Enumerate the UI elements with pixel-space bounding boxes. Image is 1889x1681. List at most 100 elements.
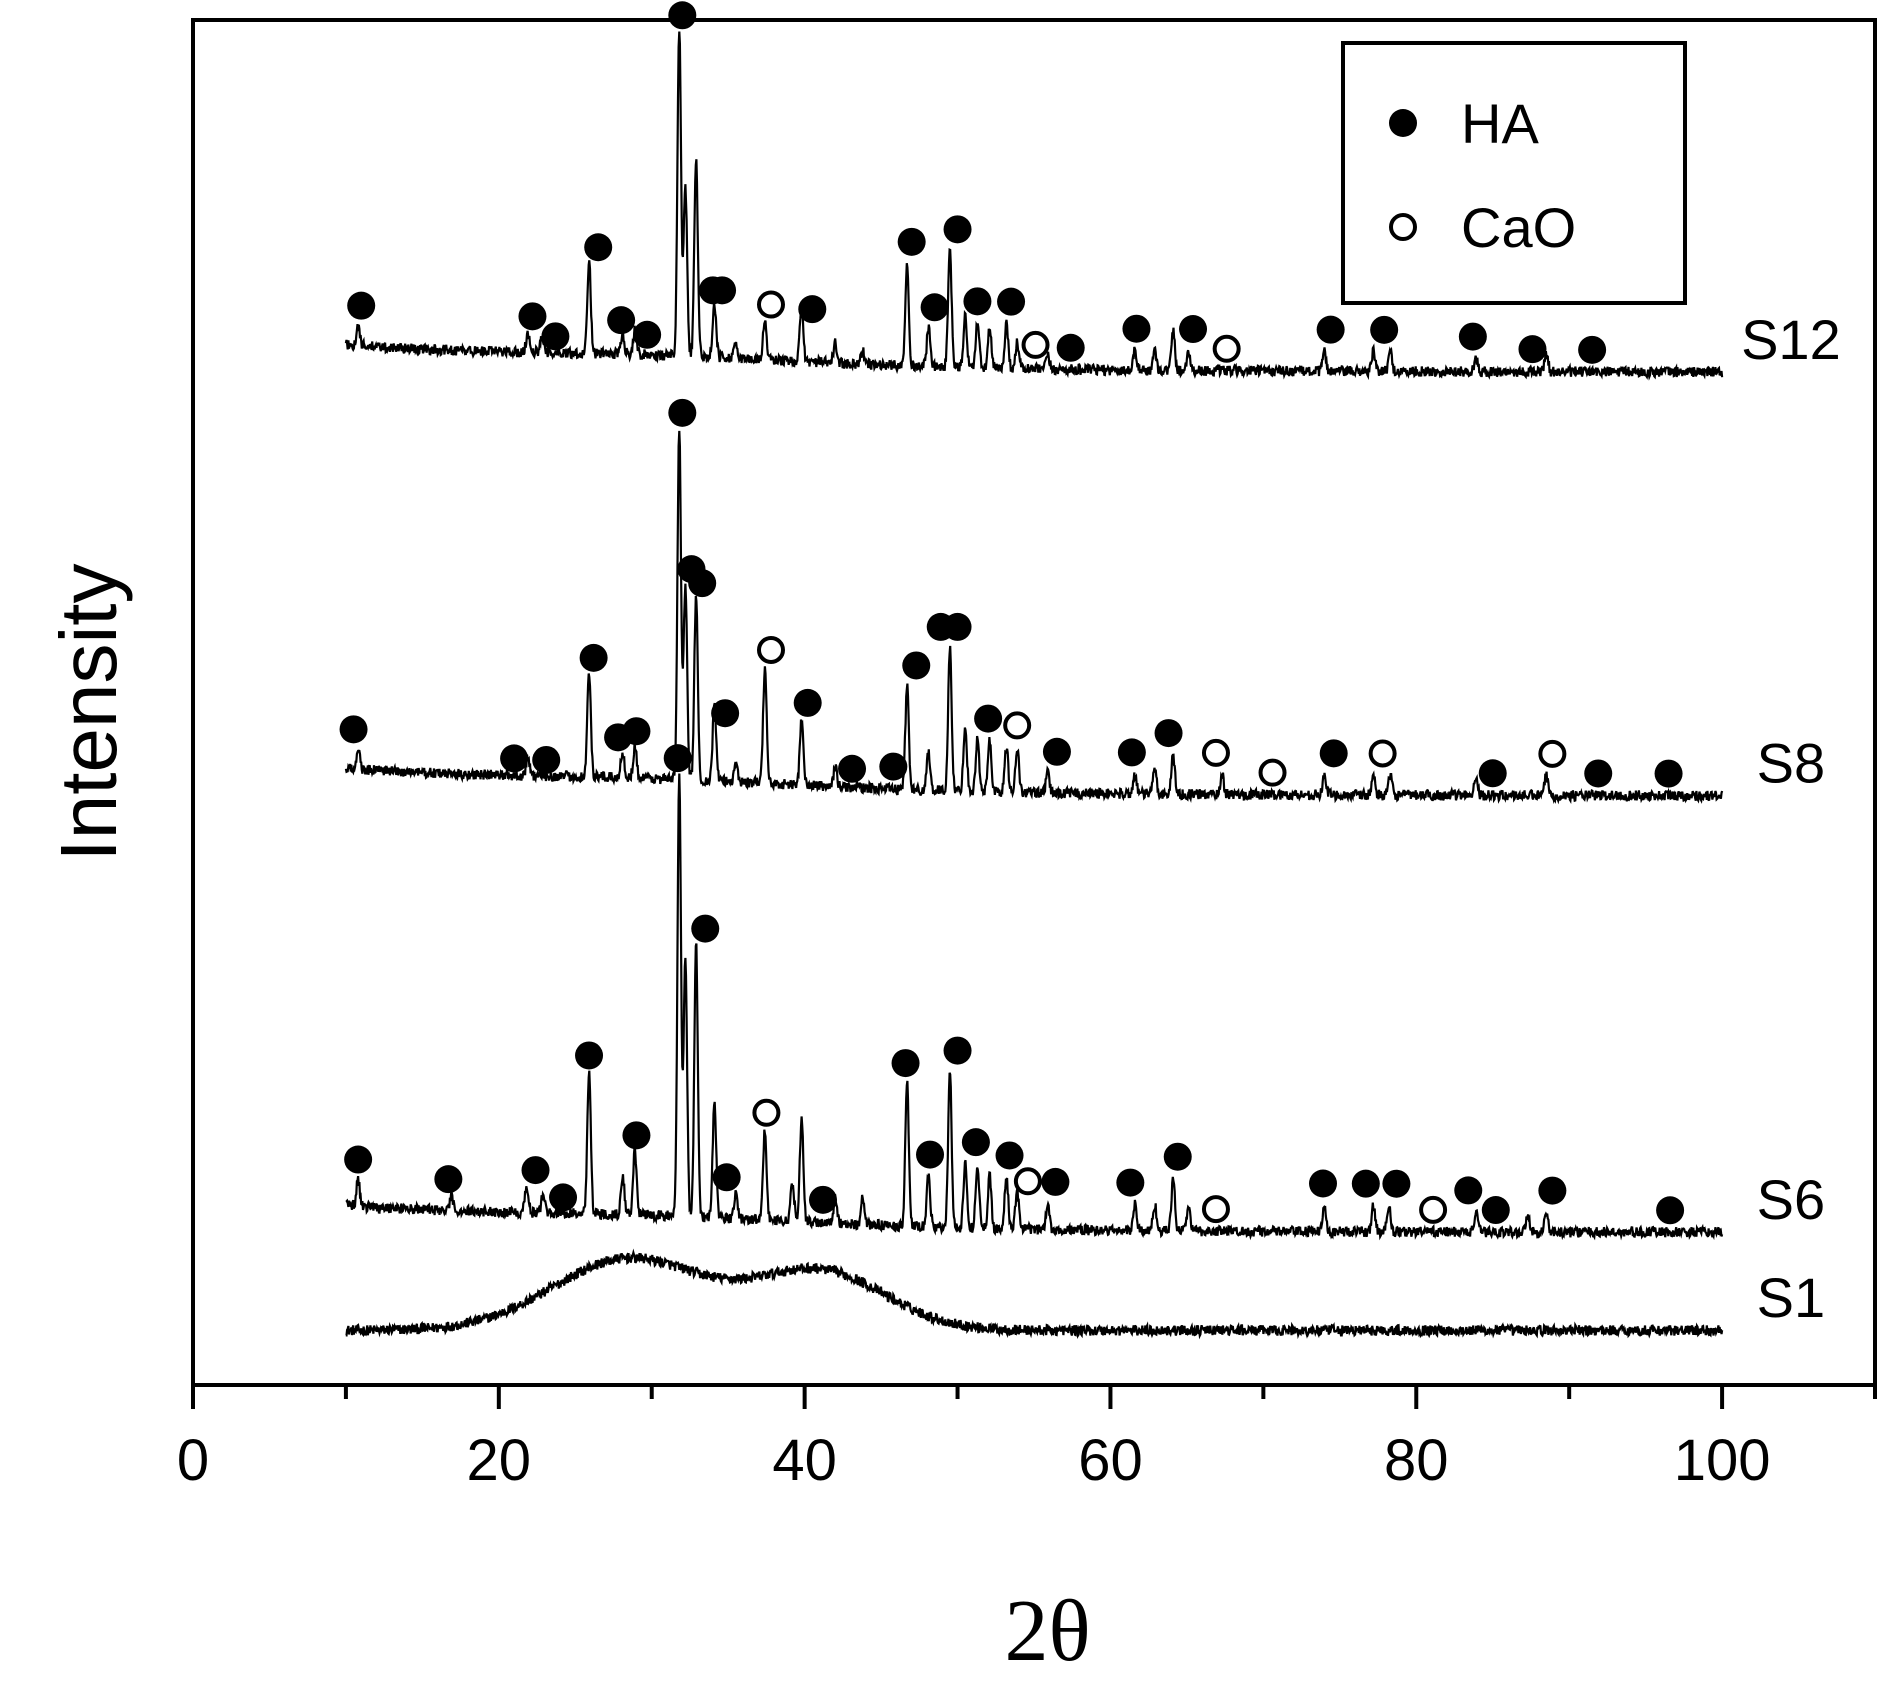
ha-marker: [677, 555, 706, 584]
ha-marker: [1179, 315, 1208, 344]
ha-marker: [808, 1185, 837, 1214]
ha-marker: [891, 1049, 920, 1078]
ha-marker: [1478, 759, 1507, 788]
series-line: [344, 31, 1724, 381]
ha-marker: [1578, 335, 1607, 364]
ha-marker: [1454, 1176, 1483, 1205]
cao-marker: [1212, 334, 1241, 363]
ha-marker: [518, 302, 547, 331]
plot-area: S1 S6 S8 S12: [339, 1, 1841, 1340]
x-tick-label: 40: [772, 1428, 837, 1493]
ha-marker: [902, 651, 931, 680]
ha-marker: [1319, 739, 1348, 768]
cao-marker: [1013, 1167, 1042, 1196]
ha-marker: [500, 744, 529, 773]
ha-marker: [1056, 333, 1085, 362]
cao-marker: [756, 635, 785, 664]
legend-label: HA: [1461, 92, 1539, 155]
cao-marker: [1368, 739, 1397, 768]
ha-marker: [339, 715, 368, 744]
cao-marker: [756, 290, 785, 319]
ha-marker: [1041, 1167, 1070, 1196]
plot-frame: [191, 18, 1877, 1387]
ha-marker: [434, 1165, 463, 1194]
ha-marker: [633, 320, 662, 349]
ha-marker: [663, 744, 692, 773]
cao-marker: [1419, 1195, 1448, 1224]
ha-marker: [668, 1, 697, 30]
legend-ha-marker: [1389, 109, 1417, 137]
x-tick-label: 0: [177, 1428, 209, 1493]
ha-marker: [622, 1121, 651, 1150]
ha-marker: [974, 704, 1003, 733]
ha-marker: [712, 1163, 741, 1192]
ha-marker: [798, 295, 827, 324]
ha-marker: [1654, 759, 1683, 788]
ha-marker: [622, 717, 651, 746]
ha-marker: [1584, 759, 1613, 788]
ha-marker: [920, 293, 949, 322]
ha-marker: [691, 914, 720, 943]
series-line: [344, 430, 1724, 805]
cao-marker: [1021, 330, 1050, 359]
ha-marker: [607, 306, 636, 335]
cao-marker: [1201, 1195, 1230, 1224]
cao-marker: [1201, 738, 1230, 767]
ha-marker: [1351, 1169, 1380, 1198]
series-label: S12: [1741, 308, 1841, 371]
cao-marker: [752, 1098, 781, 1127]
ha-marker: [997, 287, 1026, 316]
ha-marker: [344, 1145, 373, 1174]
ha-marker: [541, 322, 570, 351]
x-tick-label: 60: [1078, 1428, 1143, 1493]
ha-marker: [943, 215, 972, 244]
ha-marker: [1117, 738, 1146, 767]
x-tick-label: 80: [1384, 1428, 1449, 1493]
legend-label: CaO: [1461, 196, 1576, 259]
cao-marker: [1258, 758, 1287, 787]
series-label: S8: [1757, 731, 1826, 794]
x-tick-label: 100: [1674, 1428, 1771, 1493]
x-tick-label: 20: [467, 1428, 532, 1493]
ha-marker: [1042, 737, 1071, 766]
series-s12: S12: [344, 1, 1841, 381]
ha-marker: [1163, 1142, 1192, 1171]
cao-marker: [1538, 739, 1567, 768]
ha-marker: [1458, 322, 1487, 351]
ha-marker: [916, 1140, 945, 1169]
series-s8: S8: [339, 398, 1826, 805]
legend: HA CaO: [1341, 41, 1687, 305]
ha-marker: [897, 227, 926, 256]
ha-marker: [1518, 335, 1547, 364]
ha-marker: [1154, 719, 1183, 748]
ha-marker: [347, 291, 376, 320]
legend-cao-marker: [1389, 213, 1417, 241]
series-s6: S6: [344, 744, 1826, 1241]
series-label: S6: [1757, 1168, 1826, 1231]
legend-box: [1341, 41, 1687, 305]
series-line: [345, 1248, 1724, 1340]
ha-marker: [963, 287, 992, 316]
ha-marker: [579, 643, 608, 672]
ha-marker: [1382, 1169, 1411, 1198]
ha-marker: [708, 276, 737, 305]
ha-marker: [1656, 1196, 1685, 1225]
ha-marker: [521, 1156, 550, 1185]
ha-marker: [1308, 1169, 1337, 1198]
series-s1: S1: [345, 1248, 1825, 1340]
y-axis-label: Intensity: [44, 564, 133, 862]
ha-marker: [668, 398, 697, 427]
x-axis-ticks: 0 20 40 60 80 100: [177, 1385, 1877, 1493]
ha-marker: [943, 612, 972, 641]
ha-marker: [1122, 314, 1151, 343]
ha-marker: [532, 745, 561, 774]
ha-marker: [943, 1036, 972, 1065]
ha-marker: [1538, 1176, 1567, 1205]
ha-marker: [838, 754, 867, 783]
ha-marker: [584, 233, 613, 262]
ha-marker: [1116, 1168, 1145, 1197]
ha-marker: [879, 752, 908, 781]
ha-marker: [995, 1141, 1024, 1170]
cao-marker: [1003, 711, 1032, 740]
